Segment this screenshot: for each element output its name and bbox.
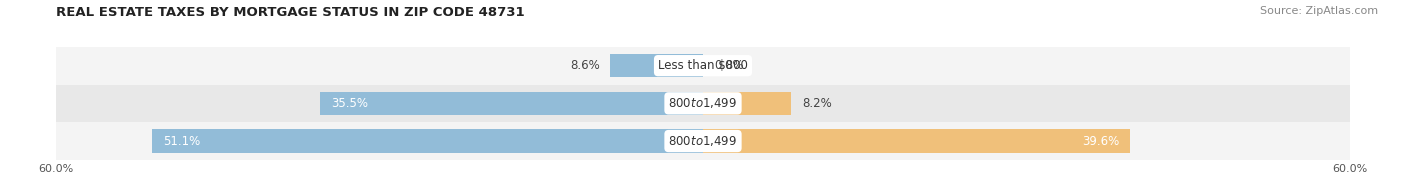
Text: 8.2%: 8.2%	[803, 97, 832, 110]
Text: 8.6%: 8.6%	[569, 59, 599, 72]
Text: 39.6%: 39.6%	[1081, 135, 1119, 148]
Bar	[610, 54, 703, 77]
Bar	[56, 84, 1350, 122]
Text: Less than $800: Less than $800	[658, 59, 748, 72]
Bar	[703, 129, 1130, 153]
Bar	[703, 92, 792, 115]
Text: $800 to $1,499: $800 to $1,499	[668, 134, 738, 148]
Text: Source: ZipAtlas.com: Source: ZipAtlas.com	[1260, 6, 1378, 16]
Text: 0.0%: 0.0%	[714, 59, 744, 72]
Text: $800 to $1,499: $800 to $1,499	[668, 96, 738, 110]
Bar	[152, 129, 703, 153]
Text: REAL ESTATE TAXES BY MORTGAGE STATUS IN ZIP CODE 48731: REAL ESTATE TAXES BY MORTGAGE STATUS IN …	[56, 6, 524, 19]
Bar	[321, 92, 703, 115]
Text: 35.5%: 35.5%	[332, 97, 368, 110]
Bar	[56, 122, 1350, 160]
Bar	[56, 47, 1350, 84]
Text: 51.1%: 51.1%	[163, 135, 200, 148]
